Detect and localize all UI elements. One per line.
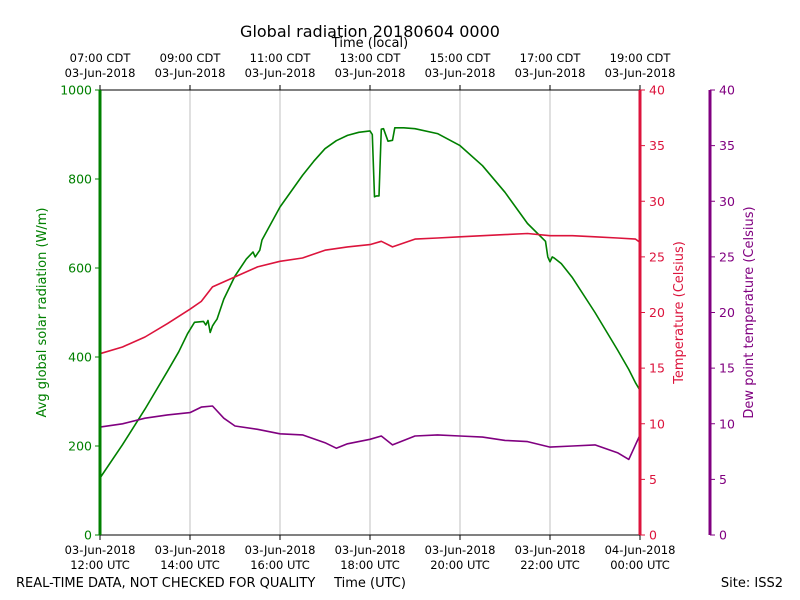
x-tick-label-date: 03-Jun-2018	[335, 543, 406, 557]
radiation-tick-label: 400	[68, 350, 92, 365]
top-tick-label-date: 03-Jun-2018	[335, 66, 406, 80]
top-tick-label-date: 03-Jun-2018	[605, 66, 676, 80]
x-tick-label-time: 00:00 UTC	[610, 558, 670, 572]
radiation-tick-label: 800	[68, 172, 92, 187]
x-tick-label-date: 03-Jun-2018	[515, 543, 586, 557]
top-tick-label-time: 07:00 CDT	[70, 51, 132, 65]
radiation-tick-label: 600	[68, 261, 92, 276]
x-tick-label-date: 03-Jun-2018	[155, 543, 226, 557]
top-tick-label-time: 11:00 CDT	[250, 51, 312, 65]
x-tick-label-time: 16:00 UTC	[250, 558, 310, 572]
gridlines	[189, 90, 551, 535]
dewpoint-tick-label: 10	[719, 416, 735, 431]
series-line-dewpoint	[99, 405, 641, 461]
dewpoint-tick-label: 15	[719, 361, 735, 376]
dewpoint-tick-label: 25	[719, 249, 735, 264]
x-tick-label-time: 22:00 UTC	[520, 558, 580, 572]
temperature-tick-label: 5	[649, 472, 657, 487]
top-tick-label-time: 17:00 CDT	[520, 51, 582, 65]
top-tick-label-date: 03-Jun-2018	[425, 66, 496, 80]
temperature-tick-label: 20	[649, 305, 665, 320]
temperature-tick-label: 10	[649, 416, 665, 431]
dewpoint-tick-label: 40	[719, 83, 735, 98]
top-axis-label: Time (local)	[331, 36, 408, 51]
series-line-radiation	[99, 127, 641, 479]
top-tick-label-date: 03-Jun-2018	[515, 66, 586, 80]
series-line-temperature	[99, 232, 641, 355]
footer-site-label: Site: ISS2	[721, 576, 783, 591]
x-tick-label-time: 14:00 UTC	[160, 558, 220, 572]
radiation-axis-label: Avg global solar radiation (W/m)	[35, 208, 50, 418]
top-tick-label-time: 09:00 CDT	[160, 51, 222, 65]
temperature-tick-label: 30	[649, 194, 665, 209]
x-tick-label-date: 03-Jun-2018	[245, 543, 316, 557]
radiation-tick-label: 0	[84, 528, 92, 543]
x-tick-label-date: 03-Jun-2018	[425, 543, 496, 557]
x-tick-label-date: 03-Jun-2018	[65, 543, 136, 557]
dewpoint-tick-label: 20	[719, 305, 735, 320]
top-tick-label-time: 15:00 CDT	[430, 51, 492, 65]
x-tick-label-time: 12:00 UTC	[70, 558, 130, 572]
x-tick-label-date: 04-Jun-2018	[605, 543, 676, 557]
radiation-tick-label: 1000	[60, 83, 92, 98]
top-tick-label-date: 03-Jun-2018	[155, 66, 226, 80]
dewpoint-tick-label: 0	[719, 528, 727, 543]
top-tick-label-time: 19:00 CDT	[610, 51, 672, 65]
x-axis-label: Time (UTC)	[333, 576, 406, 591]
dewpoint-tick-label: 35	[719, 138, 735, 153]
temperature-tick-label: 15	[649, 361, 665, 376]
x-tick-label-time: 18:00 UTC	[340, 558, 400, 572]
top-tick-label-time: 13:00 CDT	[340, 51, 402, 65]
series-lines	[99, 127, 641, 479]
radiation-tick-label: 200	[68, 439, 92, 454]
temperature-tick-label: 35	[649, 138, 665, 153]
dewpoint-tick-label: 30	[719, 194, 735, 209]
temperature-axis-label: Temperature (Celsius)	[672, 241, 687, 385]
top-tick-label-date: 03-Jun-2018	[245, 66, 316, 80]
temperature-tick-label: 0	[649, 528, 657, 543]
footer-quality-note: REAL-TIME DATA, NOT CHECKED FOR QUALITY	[16, 576, 315, 591]
dewpoint-axis-label: Dew point temperature (Celsius)	[742, 206, 757, 418]
temperature-tick-label: 40	[649, 83, 665, 98]
chart-title: Global radiation 20180604 0000	[240, 22, 500, 41]
x-tick-label-time: 20:00 UTC	[430, 558, 490, 572]
temperature-tick-label: 25	[649, 249, 665, 264]
dewpoint-tick-label: 5	[719, 472, 727, 487]
top-tick-label-date: 03-Jun-2018	[65, 66, 136, 80]
